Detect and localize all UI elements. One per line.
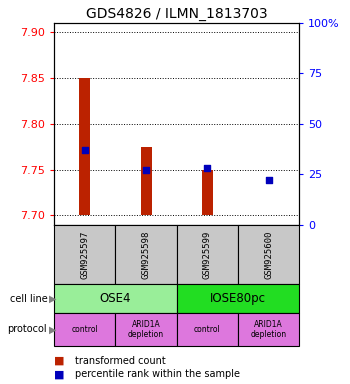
Text: ARID1A
depletion: ARID1A depletion: [128, 319, 164, 339]
Bar: [202, 170, 213, 215]
Text: ■: ■: [54, 356, 65, 366]
Text: protocol: protocol: [8, 324, 47, 334]
Title: GDS4826 / ILMN_1813703: GDS4826 / ILMN_1813703: [86, 7, 267, 21]
Point: [144, 167, 149, 173]
Text: GSM925600: GSM925600: [264, 230, 273, 278]
Text: ARID1A
depletion: ARID1A depletion: [251, 319, 287, 339]
Text: OSE4: OSE4: [100, 292, 131, 305]
Text: IOSE80pc: IOSE80pc: [210, 292, 266, 305]
Bar: [141, 147, 152, 215]
Text: GSM925598: GSM925598: [142, 230, 150, 278]
Point: [204, 165, 210, 171]
Point: [82, 147, 88, 153]
Text: percentile rank within the sample: percentile rank within the sample: [75, 369, 240, 379]
Text: ▶: ▶: [49, 293, 56, 304]
Bar: [79, 78, 90, 215]
Text: cell line: cell line: [9, 293, 47, 304]
Point: [266, 177, 272, 184]
Text: GSM925597: GSM925597: [80, 230, 89, 278]
Text: control: control: [194, 325, 221, 334]
Text: transformed count: transformed count: [75, 356, 166, 366]
Text: control: control: [71, 325, 98, 334]
Text: GSM925599: GSM925599: [203, 230, 212, 278]
Text: ▶: ▶: [49, 324, 56, 334]
Text: ■: ■: [54, 369, 65, 379]
